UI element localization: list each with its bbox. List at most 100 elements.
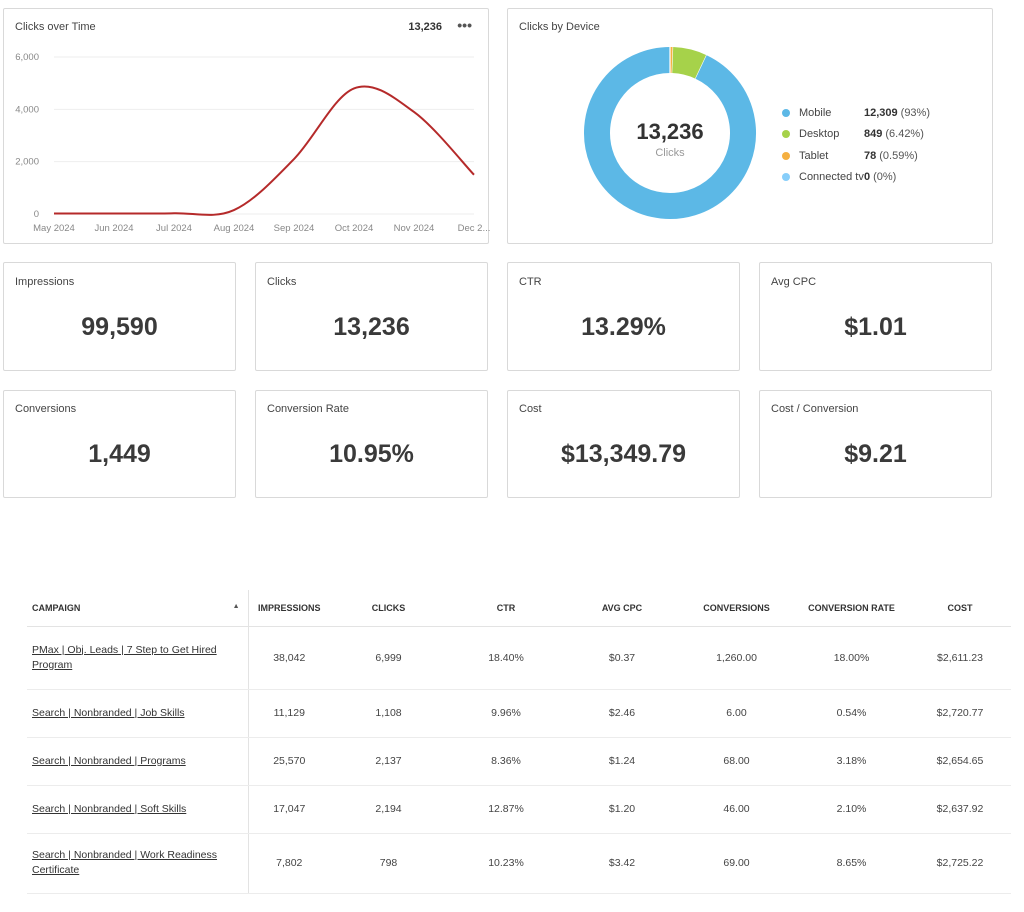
kpi-card-cost-per-conversion: Cost / Conversion $9.21 <box>759 390 992 498</box>
cost-cell: $2,611.23 <box>909 626 1011 690</box>
column-header-conversion-rate[interactable]: Conversion Rate <box>794 590 909 627</box>
kpi-label: CTR <box>519 276 542 288</box>
kpi-label: Impressions <box>15 276 75 288</box>
cost-cell: $2,720.77 <box>909 689 1011 738</box>
legend-name: Tablet <box>799 149 829 162</box>
kpi-value: $1.01 <box>844 313 907 341</box>
legend-name: Mobile <box>799 106 832 119</box>
column-header-clicks[interactable]: Clicks <box>330 590 447 627</box>
avg-cpc-cell: $3.42 <box>565 833 679 894</box>
legend-item-tablet[interactable]: Tablet 78 (0.59%) <box>782 145 930 167</box>
impressions-cell: 7,802 <box>248 833 330 894</box>
clicks-over-time-total: 13,236 <box>408 21 442 33</box>
legend-value: 78 <box>864 149 877 162</box>
kpi-value: $9.21 <box>844 440 907 468</box>
table-row: Search | Nonbranded | Soft Skills 17,047… <box>27 785 1011 834</box>
clicks-series-line <box>53 85 475 216</box>
kpi-value: 10.95% <box>329 440 414 468</box>
clicks-over-time-title: Clicks over Time <box>15 21 96 33</box>
legend-percent: (0.59%) <box>879 149 918 162</box>
cost-cell: $2,725.22 <box>909 833 1011 894</box>
y-tick-label: 6,000 <box>15 52 39 63</box>
cost-cell: $2,637.92 <box>909 785 1011 834</box>
campaign-link[interactable]: PMax | Obj. Leads | 7 Step to Get Hired … <box>32 643 217 671</box>
donut-slice-desktop[interactable] <box>671 47 707 79</box>
avg-cpc-cell: $2.46 <box>565 689 679 738</box>
table-row: Search | Nonbranded | Job Skills 11,129 … <box>27 689 1011 738</box>
kpi-value: 1,449 <box>88 440 151 468</box>
campaign-cell: Search | Nonbranded | Work Readiness Cer… <box>27 833 249 894</box>
sort-ascending-icon[interactable]: ▲ <box>232 602 240 610</box>
clicks-cell: 798 <box>330 833 447 894</box>
clicks-over-time-chart: 6,000 4,000 2,000 0 May 2024 Jun 2024 Jul 2024… <box>15 52 490 234</box>
ctr-cell: 9.96% <box>447 689 565 738</box>
legend-value: 0 <box>864 171 871 184</box>
avg-cpc-cell: $0.37 <box>565 626 679 690</box>
kpi-label: Cost / Conversion <box>771 403 859 415</box>
column-header-ctr[interactable]: CTR <box>447 590 565 627</box>
kpi-label: Conversions <box>15 403 77 415</box>
campaign-link[interactable]: Search | Nonbranded | Job Skills <box>32 706 185 719</box>
column-header-label: Campaign <box>32 602 81 613</box>
column-header-cost[interactable]: Cost <box>909 590 1011 627</box>
legend-dot <box>782 173 790 182</box>
campaign-cell: Search | Nonbranded | Programs <box>27 737 249 786</box>
y-tick-label: 0 <box>34 209 39 220</box>
avg-cpc-cell: $1.20 <box>565 785 679 834</box>
legend-name: Desktop <box>799 128 840 141</box>
kpi-value: 99,590 <box>81 313 158 341</box>
campaign-cell: Search | Nonbranded | Soft Skills <box>27 785 249 834</box>
kpi-value: $13,349.79 <box>560 440 687 468</box>
conversions-cell: 46.00 <box>679 785 794 834</box>
x-tick-label: Jul 2024 <box>156 223 192 234</box>
impressions-cell: 11,129 <box>248 689 330 738</box>
legend-name: Connected tv <box>799 171 864 184</box>
campaign-link[interactable]: Search | Nonbranded | Soft Skills <box>32 802 187 815</box>
legend-item-mobile[interactable]: Mobile 12,309 (93%) <box>782 102 930 124</box>
conversions-cell: 1,260.00 <box>679 626 794 690</box>
donut-center-value: 13,236 <box>636 119 704 144</box>
x-tick-label: Dec 2... <box>458 223 490 234</box>
kpi-label: Cost <box>519 403 542 415</box>
clicks-cell: 2,137 <box>330 737 447 786</box>
kpi-label: Clicks <box>267 276 297 288</box>
kpi-card-conversions: Conversions 1,449 <box>3 390 236 498</box>
campaign-cell: PMax | Obj. Leads | 7 Step to Get Hired … <box>27 626 249 690</box>
campaign-cell: Search | Nonbranded | Job Skills <box>27 689 249 738</box>
x-tick-label: Sep 2024 <box>274 223 315 234</box>
conversion-rate-cell: 18.00% <box>794 626 909 690</box>
x-tick-label: Nov 2024 <box>394 223 435 234</box>
table-row: PMax | Obj. Leads | 7 Step to Get Hired … <box>27 626 1011 690</box>
donut-center-label: Clicks <box>655 147 685 159</box>
column-header-conversions[interactable]: Conversions <box>679 590 794 627</box>
column-header-impressions[interactable]: Impressions <box>248 590 330 627</box>
clicks-cell: 1,108 <box>330 689 447 738</box>
legend-dot <box>782 151 790 160</box>
kpi-card-ctr: CTR 13.29% <box>507 262 740 371</box>
impressions-cell: 38,042 <box>248 626 330 690</box>
legend-dot <box>782 130 790 139</box>
kpi-card-avg-cpc: Avg CPC $1.01 <box>759 262 992 371</box>
campaign-table: Campaign ▲ Impressions Clicks CTR Avg CPC… <box>27 590 1011 894</box>
kpi-card-conversion-rate: Conversion Rate 10.95% <box>255 390 488 498</box>
clicks-over-time-card: 6,000 4,000 2,000 0 May 2024 Jun 2024 Jul 2024… <box>3 8 490 244</box>
legend-item-connected-tv[interactable]: Connected tv 0 (0%) <box>782 167 930 189</box>
impressions-cell: 25,570 <box>248 737 330 786</box>
conversion-rate-cell: 8.65% <box>794 833 909 894</box>
campaign-link[interactable]: Search | Nonbranded | Programs <box>32 754 186 767</box>
campaign-link[interactable]: Search | Nonbranded | Work Readiness Cer… <box>32 849 218 876</box>
kpi-card-cost: Cost $13,349.79 <box>507 390 740 498</box>
y-tick-label: 2,000 <box>15 157 39 168</box>
column-header-avg-cpc[interactable]: Avg CPC <box>565 590 679 627</box>
column-header-campaign[interactable]: Campaign ▲ <box>27 590 249 627</box>
legend-item-desktop[interactable]: Desktop 849 (6.42%) <box>782 124 930 146</box>
legend-value: 849 <box>864 128 883 141</box>
donut-slice-mobile[interactable] <box>584 47 756 219</box>
y-tick-label: 4,000 <box>15 104 39 115</box>
ctr-cell: 8.36% <box>447 737 565 786</box>
legend-percent: (93%) <box>900 106 930 119</box>
more-horizontal-icon[interactable]: ••• <box>457 17 472 33</box>
ctr-cell: 10.23% <box>447 833 565 894</box>
clicks-cell: 6,999 <box>330 626 447 690</box>
conversion-rate-cell: 0.54% <box>794 689 909 738</box>
